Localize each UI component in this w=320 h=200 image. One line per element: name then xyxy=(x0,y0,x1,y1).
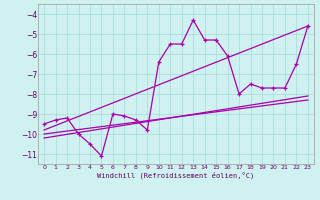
X-axis label: Windchill (Refroidissement éolien,°C): Windchill (Refroidissement éolien,°C) xyxy=(97,172,255,179)
